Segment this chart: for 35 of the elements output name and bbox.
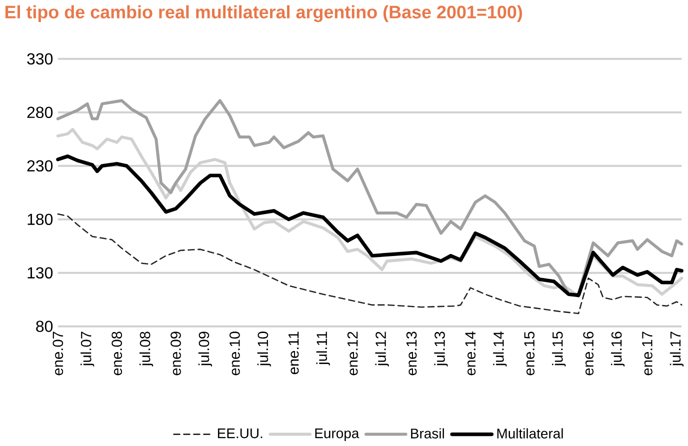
x-tick-label: jul.17: [670, 332, 684, 367]
y-tick-label: 330: [27, 53, 53, 65]
x-tick-label: jul.16: [610, 332, 625, 367]
x-tick-label: ene.11: [288, 332, 299, 374]
y-tick-label: 130: [28, 267, 53, 279]
x-tick-label: ene.14: [465, 332, 476, 376]
x-tick-label: ene.16: [583, 332, 594, 376]
x-tick-label: jul.07: [80, 332, 94, 367]
y-tick-label: 280: [27, 106, 53, 118]
x-tick-label: jul.11: [316, 332, 330, 366]
x-tick-label: ene.17: [642, 332, 652, 376]
x-tick-label: jul.12: [375, 332, 389, 367]
x-tick-label: ene.07: [52, 332, 64, 376]
y-tick-label: 230: [27, 160, 53, 172]
x-tick-label: jul.10: [257, 332, 271, 367]
legend-label: EE.UU.: [218, 428, 262, 438]
x-tick-label: ene.10: [230, 332, 240, 376]
y-tick-label: 180: [28, 214, 53, 226]
y-tick-label: 80: [36, 320, 53, 332]
x-tick-label: jul.08: [139, 332, 154, 367]
line-series: [56, 99, 684, 296]
legend-label: Europa: [315, 428, 360, 442]
legend-label: Brasil: [411, 428, 444, 439]
x-tick-label: jul.15: [552, 332, 566, 367]
x-tick-label: jul.14: [493, 332, 507, 367]
x-tick-label: jul.13: [434, 332, 448, 367]
x-tick-label: ene.08: [112, 332, 122, 376]
x-tick-label: ene.13: [406, 332, 417, 376]
x-tick-label: jul.09: [198, 332, 212, 367]
legend-label: Multilateral: [497, 428, 563, 439]
chart-title: El tipo de cambio real multilateral argentino (Base 2001=100): [5, 5, 522, 22]
x-tick-label: ene.15: [524, 332, 535, 376]
x-tick-label: ene.09: [170, 332, 181, 376]
line-series: [57, 214, 682, 314]
x-tick-label: ene.12: [347, 332, 358, 376]
